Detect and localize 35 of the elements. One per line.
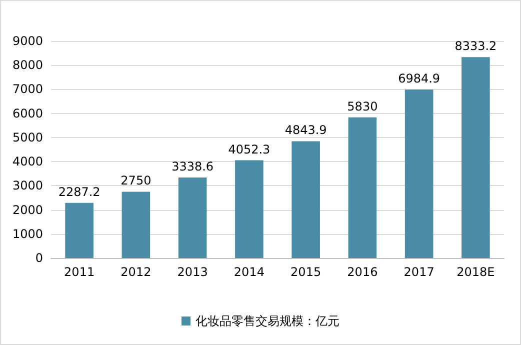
y-tick-label: 0 [35,251,43,265]
x-tick-label: 2012 [120,265,152,279]
y-tick-label: 9000 [12,34,43,48]
x-tick-label: 2018E [456,265,495,279]
data-label: 4843.9 [284,123,327,138]
data-label: 3338.6 [172,160,214,174]
x-tick-label: 2015 [290,265,322,279]
legend-label: 化妆品零售交易规模：亿元 [196,314,340,328]
x-tick-label: 2014 [234,265,264,279]
data-label: 2287.2 [58,184,100,199]
bar [178,178,207,258]
y-tick-label: 8000 [12,58,43,72]
bar [292,141,320,258]
x-tick-label: 2013 [177,265,208,279]
bar [348,117,377,258]
data-label: 8333.2 [454,39,497,54]
bar [404,90,434,258]
bar [462,57,490,258]
data-label: 2750 [120,174,152,188]
bar [235,160,264,258]
y-tick-label: 5000 [12,130,43,144]
y-tick-label: 4000 [12,154,43,169]
y-tick-label: 7000 [12,82,43,96]
x-tick-label: 2011 [64,265,95,279]
y-tick-label: 1000 [12,226,43,241]
data-label: 6984.9 [398,72,440,86]
y-tick-label: 6000 [12,106,43,120]
x-tick-label: 2017 [404,265,434,279]
x-tick-label: 2016 [347,265,378,279]
bar [122,192,150,258]
y-tick-label: 3000 [12,178,43,193]
y-tick-label: 2000 [12,202,43,217]
data-label: 5830 [347,99,378,114]
data-label: 4052.3 [228,142,270,156]
bar [65,202,94,258]
